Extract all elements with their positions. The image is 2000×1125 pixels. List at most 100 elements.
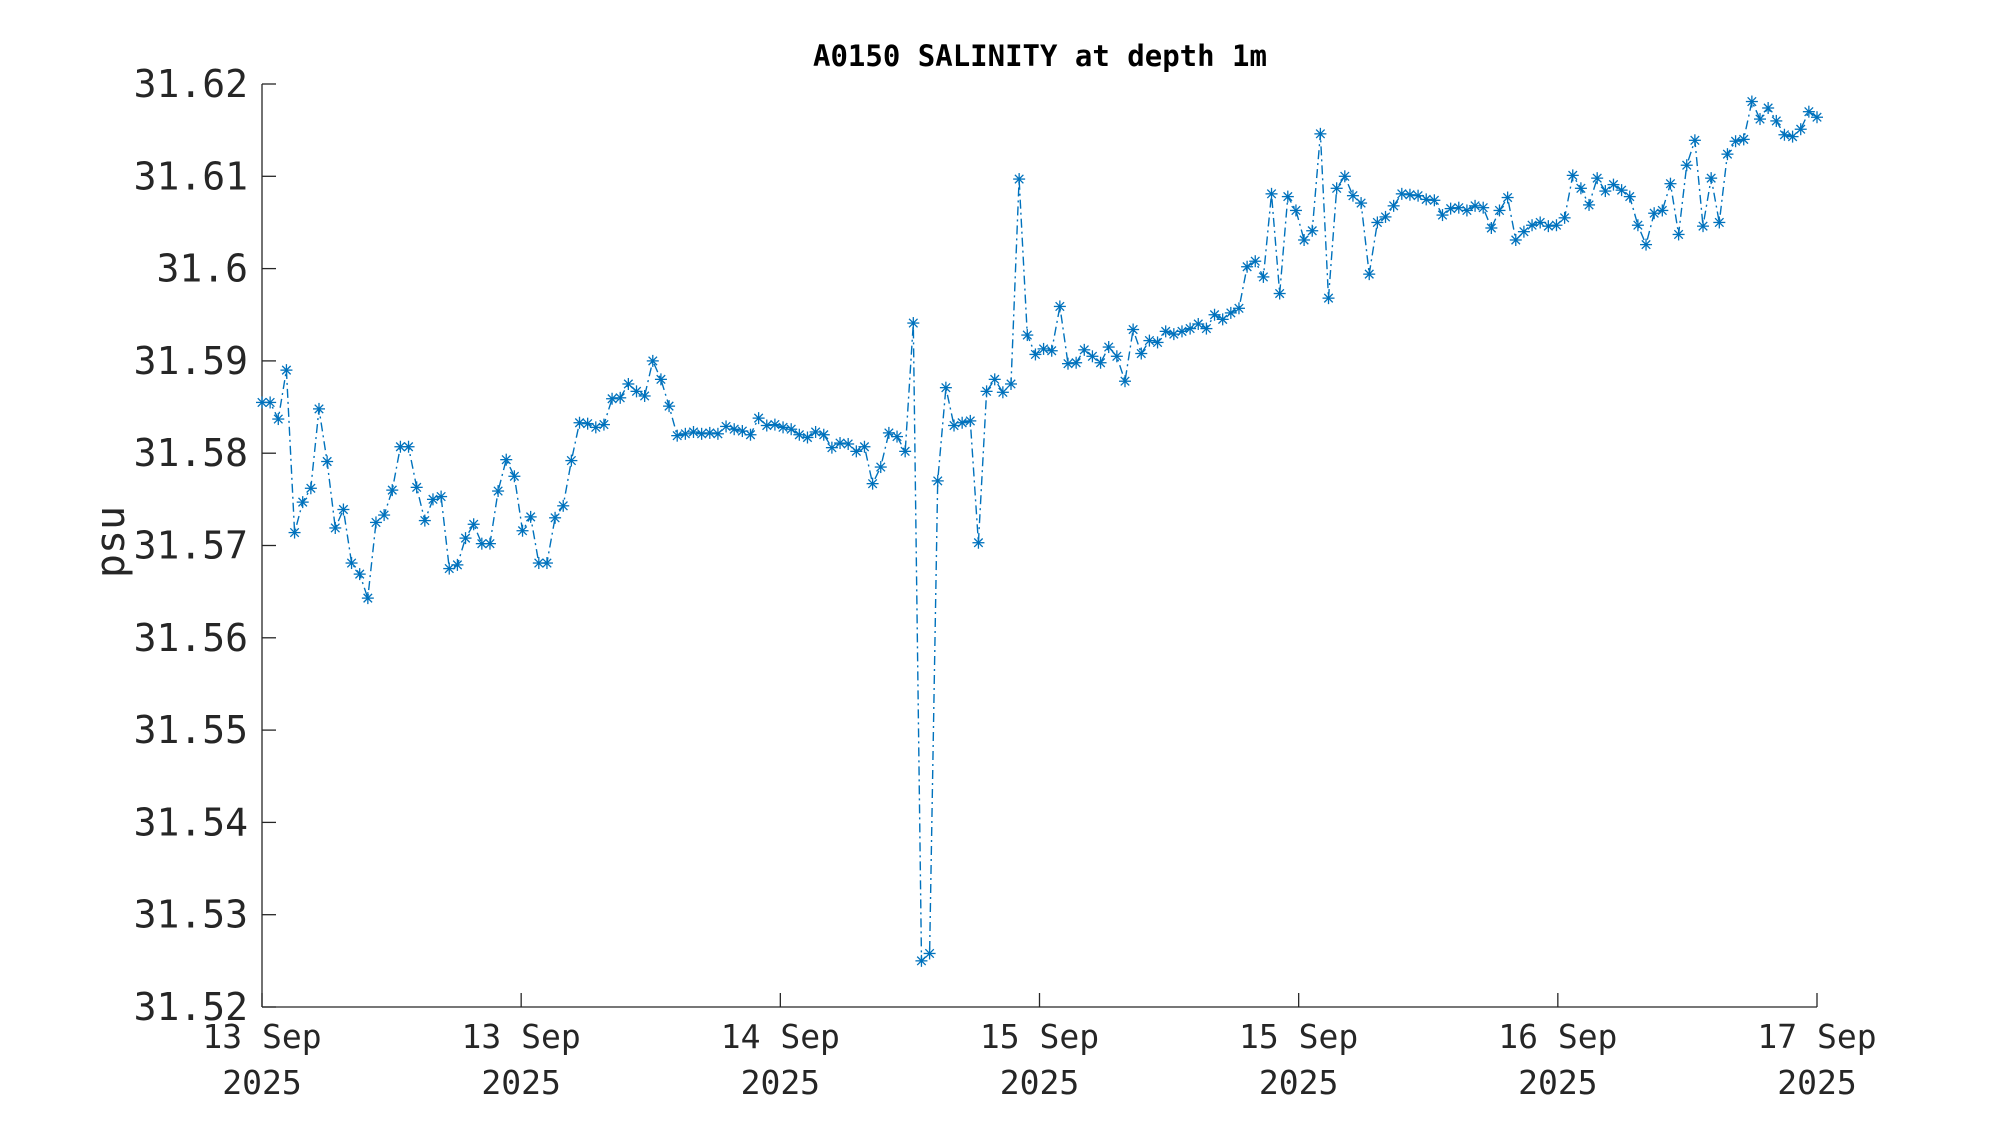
x-tick-label-year: 2025	[1259, 1063, 1338, 1102]
data-point	[1175, 325, 1188, 338]
data-point	[980, 385, 993, 398]
x-tick-label-year: 2025	[741, 1063, 820, 1102]
data-point	[361, 592, 374, 605]
data-point	[451, 558, 464, 571]
data-point	[1232, 302, 1245, 315]
y-tick-label: 31.56	[134, 616, 248, 660]
data-point	[1184, 322, 1197, 335]
data-point	[1086, 350, 1099, 363]
data-point	[1680, 159, 1693, 172]
x-tick-label-year: 2025	[1518, 1063, 1597, 1102]
data-point	[540, 557, 553, 570]
data-point	[638, 389, 651, 402]
data-point	[915, 954, 928, 967]
data-point	[1281, 190, 1294, 203]
data-point	[280, 364, 293, 377]
data-point	[654, 373, 667, 386]
data-point	[1061, 357, 1074, 370]
data-point	[1053, 300, 1066, 313]
data-point	[304, 482, 317, 495]
data-point	[777, 421, 790, 434]
data-point	[939, 381, 952, 394]
data-point	[410, 481, 423, 494]
data-point	[1599, 185, 1612, 198]
data-point	[1493, 204, 1506, 217]
data-point	[1102, 341, 1115, 354]
data-point	[996, 386, 1009, 399]
data-point	[288, 526, 301, 539]
data-point	[809, 425, 822, 438]
data-point	[1306, 224, 1319, 237]
data-point	[329, 521, 342, 534]
data-point	[866, 477, 879, 490]
data-point	[1371, 216, 1384, 229]
data-point	[1428, 194, 1441, 207]
data-point	[1338, 170, 1351, 183]
data-point	[1623, 190, 1636, 203]
data-point	[720, 420, 733, 433]
data-point	[671, 429, 684, 442]
data-point	[1786, 130, 1799, 143]
data-point	[1688, 134, 1701, 147]
data-point	[1314, 127, 1327, 140]
data-point	[711, 427, 724, 440]
data-point	[1192, 317, 1205, 330]
data-point	[1110, 350, 1123, 363]
data-point	[1811, 111, 1823, 124]
y-axis-label: psu	[88, 506, 134, 578]
data-point	[1501, 191, 1514, 204]
data-point	[589, 421, 602, 434]
y-tick-label: 31.59	[134, 339, 248, 383]
data-point	[1159, 325, 1172, 338]
x-tick-label-day: 13 Sep	[462, 1017, 581, 1056]
data-point	[1640, 238, 1653, 251]
data-point	[1574, 182, 1587, 195]
y-tick-label: 31.57	[134, 524, 248, 568]
y-tick-label: 31.53	[134, 893, 248, 937]
data-point	[1615, 184, 1628, 197]
data-point	[606, 392, 619, 405]
data-point	[923, 947, 936, 960]
data-point	[1395, 187, 1408, 200]
data-point	[956, 416, 969, 429]
data-point	[728, 423, 741, 436]
data-point	[1135, 347, 1148, 360]
data-point	[1127, 323, 1140, 336]
data-point	[264, 396, 277, 409]
data-point	[1298, 233, 1311, 246]
data-point	[1762, 101, 1775, 114]
data-point	[1517, 225, 1530, 238]
data-point	[817, 428, 830, 441]
data-point	[1705, 172, 1718, 185]
data-point	[703, 426, 716, 439]
data-point	[1436, 209, 1449, 222]
data-point	[1648, 207, 1661, 220]
data-point	[858, 440, 871, 453]
data-point	[1249, 255, 1262, 268]
data-point	[1346, 189, 1359, 202]
data-point	[1444, 202, 1457, 215]
chart-title: A0150 SALINITY at depth 1m	[813, 39, 1267, 73]
x-tick-label-day: 16 Sep	[1498, 1017, 1617, 1056]
data-point	[1151, 336, 1164, 349]
x-tick-label-year: 2025	[481, 1063, 560, 1102]
x-tick-label-day: 14 Sep	[721, 1017, 840, 1056]
data-point	[964, 414, 977, 427]
data-point	[1118, 375, 1131, 388]
data-point	[1005, 377, 1018, 390]
data-point	[1094, 356, 1107, 369]
y-tick-label: 31.54	[134, 800, 248, 844]
data-point	[1745, 95, 1758, 108]
data-point	[321, 455, 334, 468]
data-point	[1477, 201, 1490, 214]
data-point	[1452, 201, 1465, 214]
data-point	[500, 453, 513, 466]
x-axis-ticks: 13 Sep 2025 13 Sep 2025 14 Sep 2025 15 Sep 2025…	[202, 993, 1877, 1102]
data-point	[1379, 210, 1392, 223]
data-point	[793, 428, 806, 441]
data-point	[345, 557, 358, 570]
data-point	[1802, 105, 1815, 118]
data-point	[646, 354, 659, 367]
data-point	[1273, 287, 1286, 300]
data-point	[1566, 169, 1579, 182]
